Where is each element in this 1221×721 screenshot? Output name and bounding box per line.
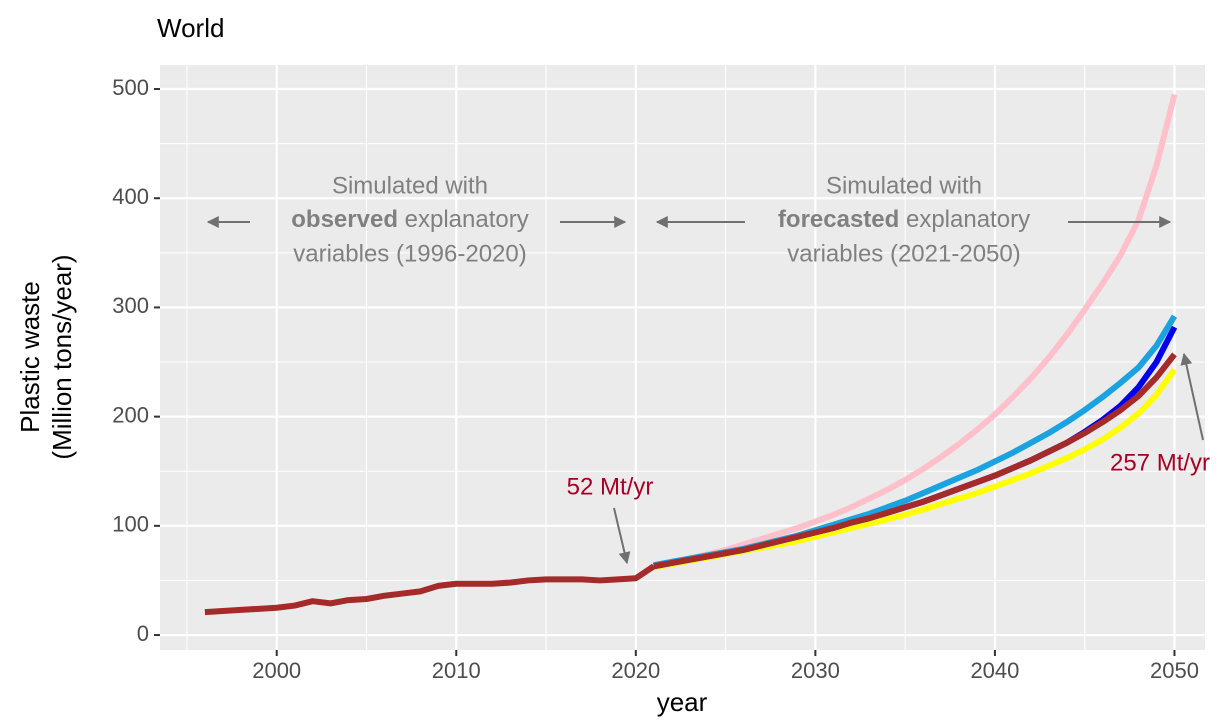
- annotation: observed explanatory: [291, 206, 528, 233]
- x-tick-label: 2000: [252, 658, 301, 683]
- x-tick-label: 2010: [432, 658, 481, 683]
- x-tick-label: 2050: [1150, 658, 1199, 683]
- annotation: explanatory: [906, 206, 1030, 233]
- annotation: Simulated with: [332, 172, 488, 199]
- y-axis-label: Plastic waste: [15, 281, 45, 433]
- annotation: 52 Mt/yr: [567, 473, 654, 500]
- x-tick-label: 2020: [611, 658, 660, 683]
- y-tick-label: 500: [112, 75, 149, 100]
- x-axis-label: year: [657, 687, 708, 717]
- annotation: 257 Mt/yr: [1110, 449, 1210, 476]
- annotation: observed: [291, 206, 398, 233]
- x-tick-label: 2030: [791, 658, 840, 683]
- y-tick-label: 200: [112, 402, 149, 427]
- chart-title: World: [157, 13, 224, 43]
- annotation: forecasted explanatory: [778, 206, 1030, 233]
- y-tick-label: 100: [112, 512, 149, 537]
- lines: [204, 93, 1178, 616]
- grid: [160, 65, 1205, 650]
- data-line: [204, 563, 656, 616]
- annotation: Simulated with: [826, 172, 982, 199]
- data-line: [653, 93, 1178, 570]
- y-tick-label: 300: [112, 293, 149, 318]
- y-tick-label: 0: [137, 621, 149, 646]
- y-axis-label: (Million tons/year): [47, 254, 77, 459]
- labels: 2000 2010 2020 2030 2040 2050 0 100 200 300 400 500: [112, 75, 1199, 683]
- x-tick-label: 2040: [970, 658, 1019, 683]
- plot-background: [160, 65, 1205, 650]
- y-tick-label: 400: [112, 184, 149, 209]
- annotation: variables (1996-2020): [293, 240, 526, 267]
- annotation: forecasted: [778, 206, 899, 233]
- arrow: [613, 507, 631, 565]
- annotation: explanatory: [405, 206, 529, 233]
- annotation: variables (2021-2050): [787, 240, 1020, 267]
- data-line: [653, 352, 1177, 570]
- arrow: [1180, 352, 1204, 441]
